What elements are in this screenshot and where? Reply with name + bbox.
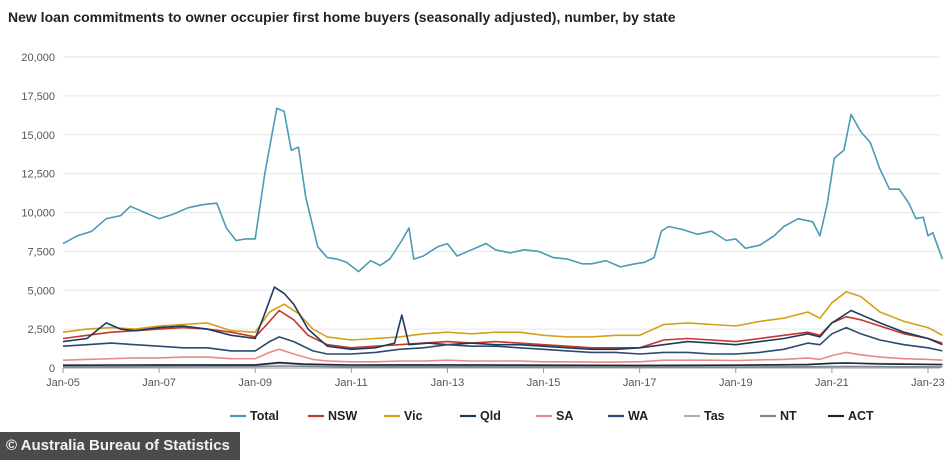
legend-label-sa: SA: [556, 409, 573, 423]
x-tick-label: Jan-15: [527, 377, 561, 389]
legend-label-tas: Tas: [704, 409, 725, 423]
legend-label-vic: Vic: [404, 409, 423, 423]
y-tick-label: 0: [49, 363, 55, 375]
series-line-qld: [62, 286, 943, 351]
series-lines: [62, 107, 944, 368]
series-line-wa: [62, 326, 943, 355]
y-tick-label: 17,500: [21, 91, 55, 103]
y-tick-label: 20,000: [21, 52, 55, 64]
series-line-vic: [62, 291, 943, 341]
x-tick-label: Jan-11: [335, 377, 368, 389]
legend-label-total: Total: [250, 409, 279, 423]
series-line-total: [62, 107, 944, 273]
y-tick-label: 10,000: [21, 208, 55, 220]
x-tick-label: Jan-07: [142, 377, 176, 389]
x-tick-label: Jan-23: [911, 377, 945, 389]
y-tick-label: 7,500: [27, 246, 55, 258]
y-tick-label: 5,000: [27, 285, 55, 297]
series-line-nt: [62, 365, 943, 368]
legend-label-wa: WA: [628, 409, 648, 423]
axes: 0 2,500 5,000 7,500 10,000 12,500 15,000 17,500…: [21, 52, 944, 389]
legend-label-act: ACT: [848, 409, 874, 423]
y-tick-label: 12,500: [21, 169, 55, 181]
legend: Total NSW Vic Qld SA WA Tas NT ACT: [230, 409, 874, 423]
gridlines: [63, 56, 940, 369]
legend-label-nsw: NSW: [328, 409, 357, 423]
x-tick-label: Jan-09: [238, 377, 272, 389]
series-line-sa: [62, 348, 943, 363]
series-line-nsw: [62, 309, 943, 349]
chart-title: New loan commitments to owner occupier f…: [8, 9, 676, 25]
series-line-act: [62, 361, 943, 367]
x-tick-label: Jan-19: [719, 377, 753, 389]
y-tick-label: 15,000: [21, 130, 55, 142]
x-tick-label: Jan-13: [431, 377, 465, 389]
source-watermark: © Australia Bureau of Statistics: [0, 432, 240, 460]
x-tick-label: Jan-05: [46, 377, 80, 389]
legend-label-nt: NT: [780, 409, 797, 423]
x-tick-label: Jan-21: [815, 377, 849, 389]
legend-label-qld: Qld: [480, 409, 501, 423]
x-tick-label: Jan-17: [623, 377, 657, 389]
y-tick-label: 2,500: [27, 324, 55, 336]
